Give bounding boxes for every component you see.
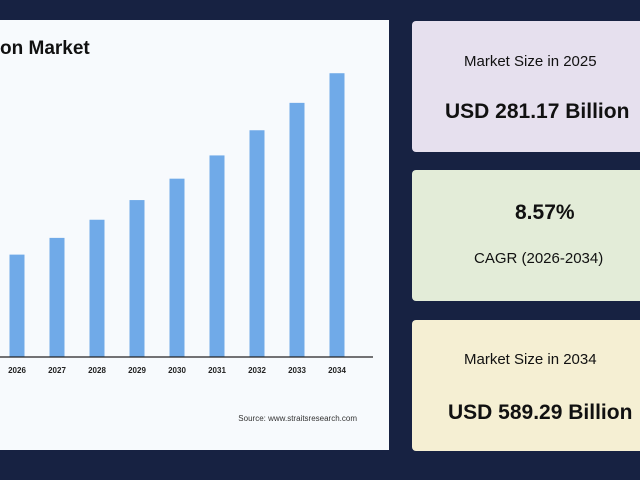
x-tick-label: 2032 — [248, 366, 266, 375]
market-size-2034-value: USD 589.29 Billion — [448, 401, 633, 424]
chart-title: on Market — [0, 38, 90, 59]
x-tick-label: 2031 — [208, 366, 226, 375]
x-tick-label: 2028 — [88, 366, 106, 375]
x-tick-label: 2026 — [8, 366, 26, 375]
x-tick-label: 2029 — [128, 366, 146, 375]
source-note: Source: www.straitsresearch.com — [238, 414, 357, 423]
bar-2028 — [89, 219, 105, 357]
market-size-2034-card: Market Size in 2034 USD 589.29 Billion — [412, 320, 640, 451]
bar-chart: 2026 2027 2028 2029 2030 2031 2032 2033 2034 — [0, 73, 373, 375]
bar-2029 — [129, 200, 145, 357]
bar-2032 — [249, 130, 265, 357]
market-size-2025-value: USD 281.17 Billion — [445, 100, 630, 123]
market-size-2025-card: Market Size in 2025 USD 281.17 Billion — [412, 21, 640, 152]
cagr-value: 8.57% — [515, 201, 575, 224]
market-size-2034-label: Market Size in 2034 — [464, 351, 597, 368]
cagr-card: 8.57% CAGR (2026-2034) — [412, 170, 640, 301]
bar-2030 — [169, 178, 185, 357]
bar-2031 — [209, 155, 225, 357]
bar-2027 — [49, 237, 65, 357]
bar-2026 — [9, 254, 25, 357]
x-tick-label: 2030 — [168, 366, 186, 375]
x-tick-label: 2027 — [48, 366, 66, 375]
bar-2033 — [289, 102, 305, 357]
chart-panel: on Market 2026 2027 2028 2029 2030 2031 2032 20… — [0, 20, 389, 450]
market-size-2025-label: Market Size in 2025 — [464, 53, 597, 70]
x-tick-label: 2033 — [288, 366, 306, 375]
bar-2034 — [329, 73, 345, 358]
cagr-label: CAGR (2026-2034) — [474, 250, 604, 267]
x-tick-label: 2034 — [328, 366, 346, 375]
